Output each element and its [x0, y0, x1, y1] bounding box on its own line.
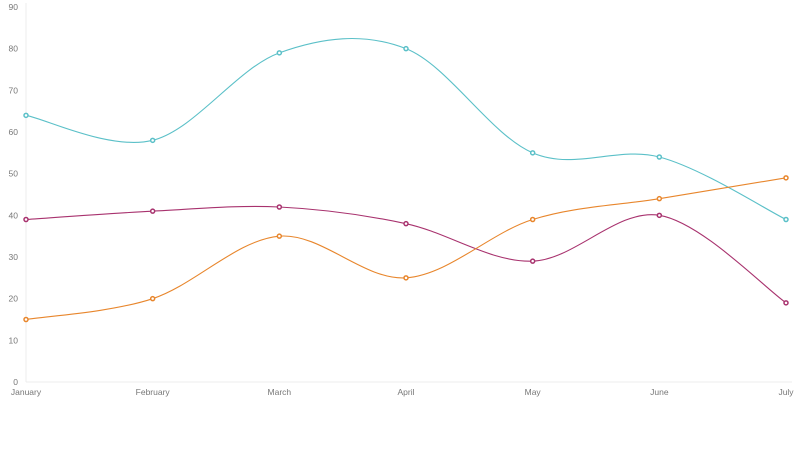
series-line — [25, 37, 787, 220]
data-point-marker[interactable] — [23, 112, 29, 119]
series-line — [25, 177, 787, 321]
series-layer — [23, 37, 789, 323]
data-point-marker[interactable] — [656, 212, 663, 219]
data-point-marker[interactable] — [656, 195, 663, 202]
data-point-marker[interactable] — [149, 137, 156, 144]
data-point-marker[interactable] — [656, 154, 663, 160]
data-point-marker[interactable] — [276, 50, 283, 56]
x-tick-label: January — [11, 387, 42, 397]
x-tick-label: March — [268, 387, 292, 397]
data-point-marker[interactable] — [276, 204, 283, 210]
series-1 — [23, 37, 789, 223]
series-3 — [23, 175, 789, 323]
x-tick-label: April — [397, 387, 414, 397]
x-tick-label: July — [778, 387, 794, 397]
series-2 — [23, 204, 789, 306]
data-point-marker[interactable] — [149, 295, 156, 302]
y-axis: 0 10 20 30 40 50 60 70 80 90 — [9, 2, 27, 387]
y-tick-label: 10 — [9, 335, 19, 345]
data-point-marker[interactable] — [149, 208, 156, 214]
data-point-marker[interactable] — [403, 275, 409, 281]
y-tick-label: 70 — [9, 85, 19, 95]
x-tick-label: May — [525, 387, 542, 397]
y-tick-label: 30 — [9, 252, 19, 262]
x-axis: January February March April May June July — [11, 381, 794, 397]
data-point-marker[interactable] — [783, 216, 789, 223]
y-tick-label: 80 — [9, 44, 19, 54]
data-point-marker[interactable] — [529, 216, 536, 223]
x-tick-label: February — [136, 387, 171, 397]
y-tick-label: 0 — [13, 377, 18, 387]
data-point-marker[interactable] — [23, 216, 29, 223]
y-tick-label: 20 — [9, 294, 19, 304]
y-tick-label: 40 — [9, 210, 19, 220]
data-point-marker[interactable] — [529, 258, 536, 264]
data-point-marker[interactable] — [403, 45, 409, 52]
data-point-marker[interactable] — [783, 300, 789, 306]
data-point-marker[interactable] — [529, 150, 536, 156]
data-point-marker[interactable] — [403, 220, 409, 227]
data-point-marker[interactable] — [276, 233, 283, 239]
data-point-marker[interactable] — [783, 175, 789, 181]
y-tick-label: 60 — [9, 127, 19, 137]
y-tick-label: 90 — [9, 2, 19, 12]
data-point-marker[interactable] — [23, 316, 29, 323]
y-tick-label: 50 — [9, 169, 19, 179]
x-tick-label: June — [650, 387, 669, 397]
series-line — [25, 205, 787, 304]
